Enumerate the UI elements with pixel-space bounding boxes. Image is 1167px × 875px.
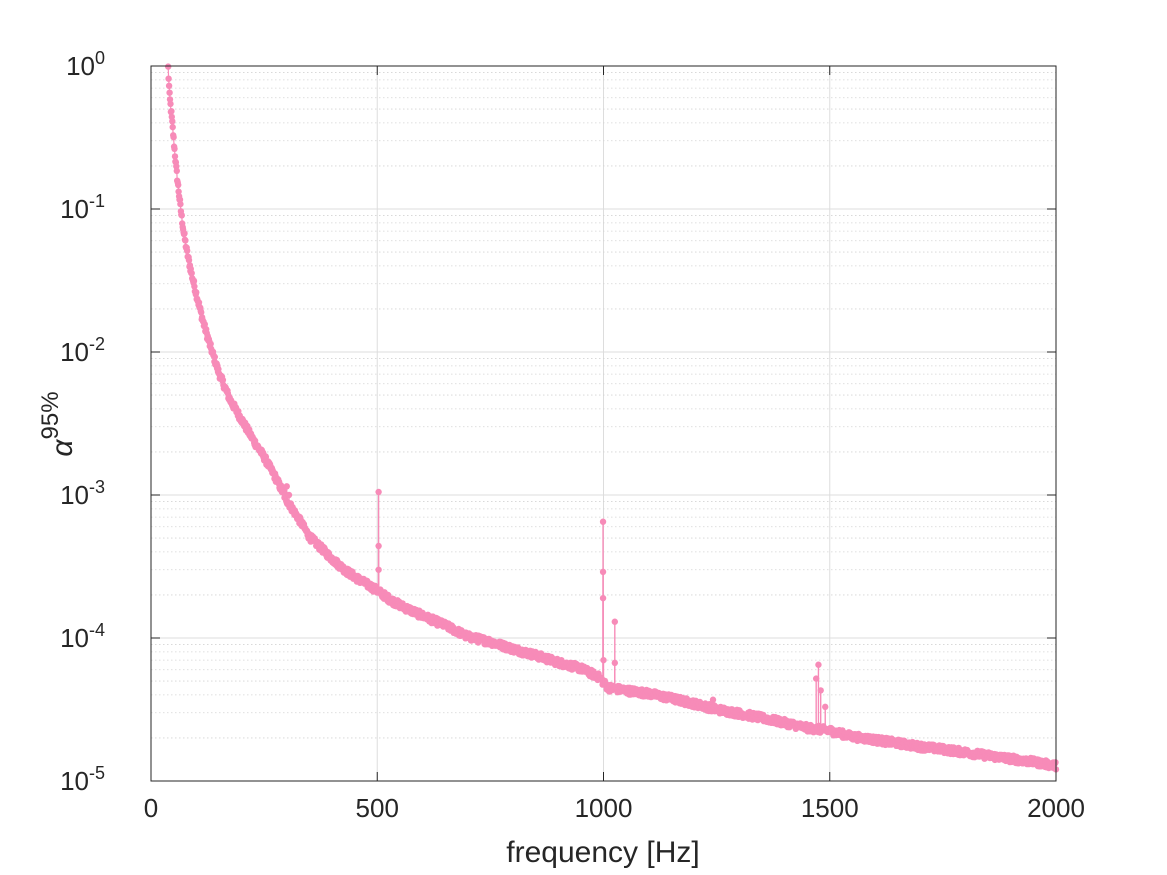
y-tick-label-base: 10 xyxy=(60,480,89,510)
data-point xyxy=(168,108,175,115)
spike-point xyxy=(822,703,829,711)
data-point xyxy=(201,321,208,328)
spike-point xyxy=(817,687,824,694)
x-tick-label: 0 xyxy=(144,793,158,823)
x-tick-label: 1500 xyxy=(801,793,859,823)
data-point xyxy=(167,100,174,108)
y-tick-label: 10-5 xyxy=(60,763,105,796)
data-point xyxy=(166,89,173,96)
spike-point xyxy=(600,656,607,664)
data-point xyxy=(165,82,173,90)
spike-point xyxy=(283,483,290,490)
spike-point xyxy=(709,696,717,703)
y-axis-label-base: α xyxy=(46,439,79,457)
spike-point xyxy=(285,491,293,499)
data-point xyxy=(211,353,218,361)
data-point xyxy=(181,230,188,237)
y-tick-label-base: 10 xyxy=(60,766,89,796)
y-tick-label: 100 xyxy=(66,48,105,81)
y-axis-label-superscript: 95% xyxy=(37,391,64,439)
data-point xyxy=(198,309,205,316)
x-tick-label: 500 xyxy=(356,793,399,823)
spike-point xyxy=(611,659,619,667)
y-tick-label: 10-3 xyxy=(60,477,105,510)
x-axis-label: frequency [Hz] xyxy=(506,836,699,869)
spike-point xyxy=(815,661,822,668)
data-point xyxy=(171,153,179,160)
spike-point xyxy=(599,518,607,525)
y-tick-label-exponent: 0 xyxy=(95,48,105,68)
data-point xyxy=(170,134,177,141)
spike-point xyxy=(375,542,382,550)
data-point xyxy=(188,269,195,277)
spike-point xyxy=(611,618,619,625)
data-point xyxy=(169,123,176,131)
y-tick-label: 10-2 xyxy=(60,334,105,367)
data-point xyxy=(178,212,185,219)
y-tick-label-exponent: -1 xyxy=(89,191,105,211)
x-tick-label: 2000 xyxy=(1027,793,1085,823)
spike-point xyxy=(599,594,607,602)
y-tick-label-exponent: -4 xyxy=(89,620,105,640)
data-point xyxy=(171,145,178,152)
data-point xyxy=(185,257,193,264)
y-tick-label-exponent: -5 xyxy=(89,763,105,783)
y-axis-label: α95% xyxy=(37,391,79,456)
data-point xyxy=(191,283,198,290)
y-tick-label-base: 10 xyxy=(60,194,89,224)
x-tick-label: 1000 xyxy=(575,793,633,823)
y-tick-label-exponent: -3 xyxy=(89,477,105,497)
data-point xyxy=(165,75,172,82)
y-tick-label-base: 10 xyxy=(60,623,89,653)
y-tick-label-base: 10 xyxy=(60,337,89,367)
x-tick-labels: 0 500 1000 1500 2000 xyxy=(144,793,1085,823)
y-tick-label: 10-1 xyxy=(60,191,105,224)
data-point xyxy=(165,63,172,70)
data-point xyxy=(384,591,392,599)
data-point xyxy=(190,277,198,285)
y-tick-label: 10-4 xyxy=(60,620,105,653)
y-tick-label-base: 10 xyxy=(66,51,95,81)
spike-point xyxy=(375,488,382,496)
data-point xyxy=(184,247,191,254)
data-series xyxy=(165,63,1060,773)
data-point xyxy=(175,181,182,189)
data-point xyxy=(175,188,182,195)
data-point xyxy=(193,289,200,296)
data-point xyxy=(173,167,180,175)
spike-point xyxy=(599,568,607,576)
data-point xyxy=(177,200,184,208)
spike-point xyxy=(375,566,382,573)
data-point xyxy=(207,340,214,348)
data-point xyxy=(182,237,189,244)
data-point xyxy=(219,376,227,384)
data-point xyxy=(169,118,176,125)
tick-marks xyxy=(150,65,1057,782)
y-tick-label-exponent: -2 xyxy=(89,334,105,354)
